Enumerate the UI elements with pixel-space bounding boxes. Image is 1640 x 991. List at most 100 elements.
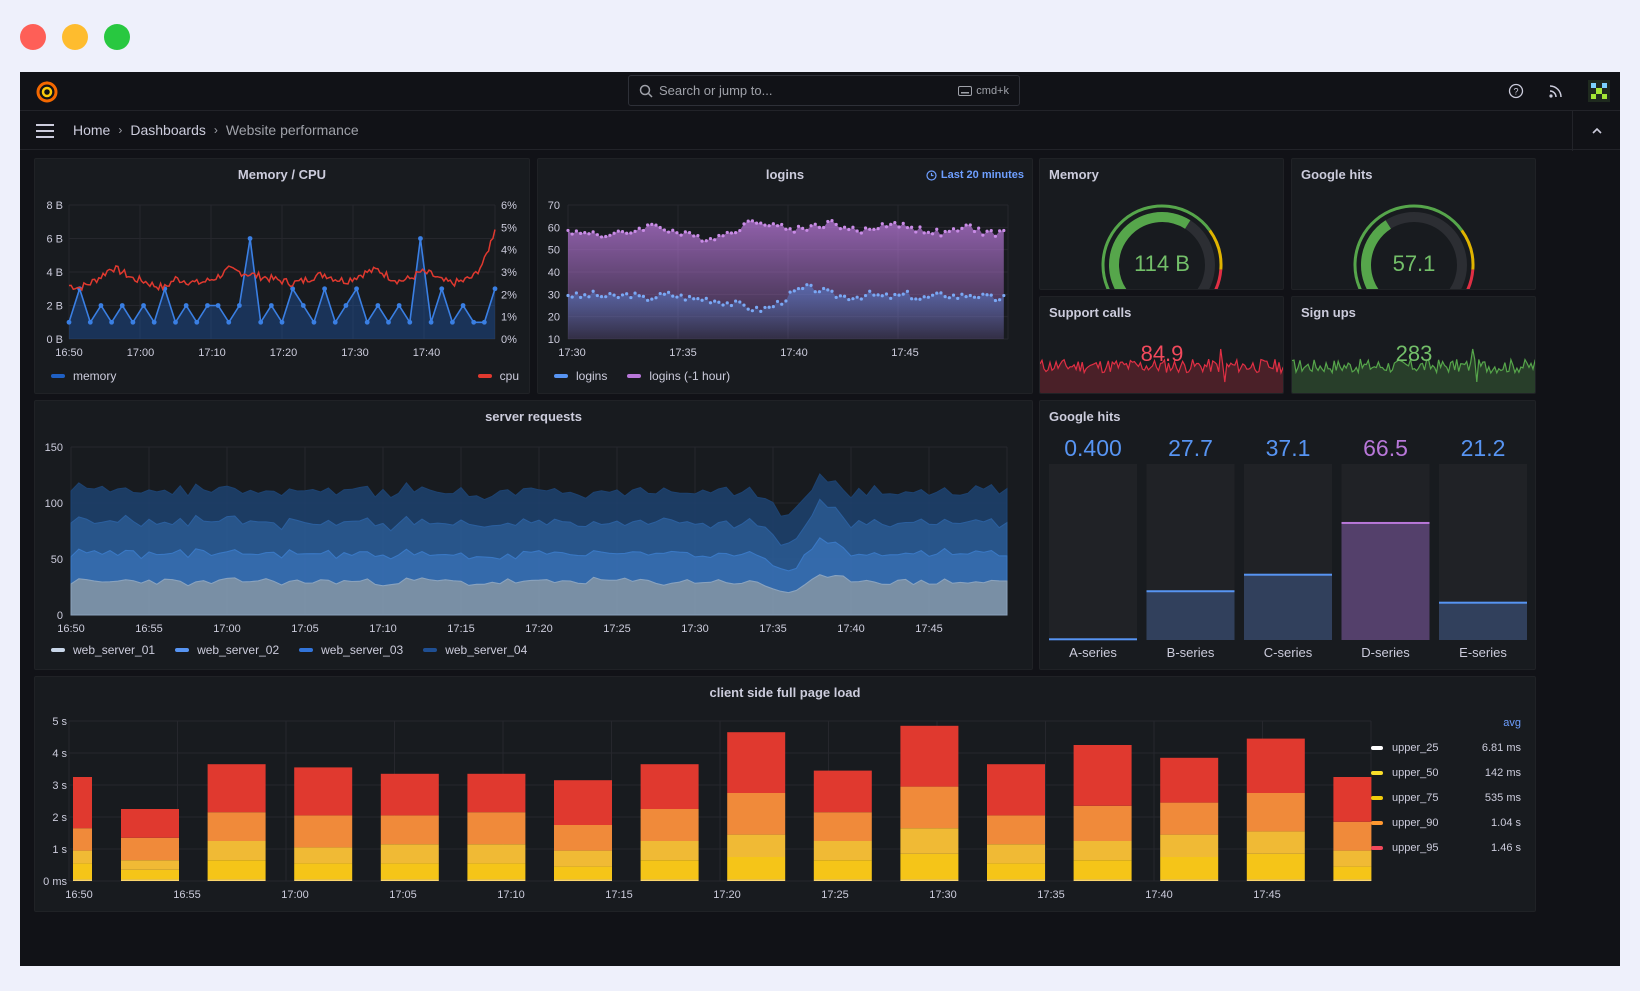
logins-point: [599, 295, 604, 299]
panel-memory-cpu[interactable]: Memory / CPU 0 B 2 B 4 B 6 B 8 B 0% 1% 2% 3% 4% 5%…: [34, 158, 530, 394]
logins-1h-point: [696, 233, 700, 238]
y-tick-label: 4 B: [46, 267, 63, 279]
legend-item-web-server-02[interactable]: web_server_02: [175, 643, 279, 657]
grafana-logo-icon[interactable]: [34, 78, 60, 104]
y-tick-label: 0: [57, 610, 63, 622]
chart-legend: logins logins (-1 hour): [554, 369, 730, 383]
logins-point: [666, 290, 671, 294]
logins-point: [566, 293, 570, 298]
legend-avg-value: 535 ms: [1484, 791, 1521, 804]
panel-logins[interactable]: logins Last 20 minutes 10 20 30 40 50 60 70 17:…: [537, 158, 1033, 394]
logins-point: [692, 297, 696, 301]
legend-header-avg[interactable]: avg: [1503, 717, 1521, 729]
help-icon[interactable]: ?: [1508, 83, 1524, 99]
logins-1h-point: [717, 233, 721, 238]
minimize-window-button[interactable]: [62, 24, 88, 50]
upper-25-bar: [73, 879, 92, 881]
upper-25-bar: [900, 879, 959, 881]
x-tick-label: 17:10: [198, 347, 226, 359]
logins-point: [960, 292, 964, 296]
panel-google-hits-bars[interactable]: Google hits 0.400 A-series 27.7 B-series 37.…: [1039, 400, 1536, 670]
x-tick-label: 17:15: [605, 889, 633, 901]
logins-1h-point: [977, 226, 981, 230]
close-window-button[interactable]: [20, 24, 46, 50]
legend-item-cpu[interactable]: cpu: [477, 369, 519, 383]
upper-90-bar: [813, 812, 872, 841]
logins-1h-point: [838, 227, 842, 231]
logins-1h-point: [826, 219, 830, 224]
logins-1h-point: [734, 231, 738, 235]
breadcrumb-dashboards[interactable]: Dashboards: [130, 122, 206, 138]
logins-point: [629, 295, 633, 300]
legend-item-logins-1h[interactable]: logins (-1 hour): [627, 369, 730, 383]
collapse-header-button[interactable]: [1572, 111, 1620, 151]
upper-50-bar: [207, 860, 266, 880]
server-requests-chart: 0 50 100 150 16:50 16:55 17:00 17:05 17:10 17:15 1…: [45, 442, 1008, 635]
memory-point: [439, 286, 445, 292]
legend-item-web-server-04[interactable]: web_server_04: [423, 643, 527, 657]
y-tick-label: 8 B: [46, 200, 63, 212]
memory-point: [290, 286, 296, 292]
logins-1h-point: [566, 228, 570, 233]
logins-1h-point: [646, 223, 650, 227]
legend-row-upper-90[interactable]: upper_90 1.04 s: [1371, 810, 1521, 835]
logins-point: [583, 293, 587, 297]
panel-title: Memory: [1049, 167, 1099, 182]
logins-point: [717, 300, 721, 304]
legend-avg-value: 6.81 ms: [1481, 741, 1521, 754]
logins-1h-point: [612, 231, 616, 235]
logins-point: [742, 303, 746, 307]
legend-item-memory[interactable]: memory: [51, 369, 116, 383]
legend-item-web-server-03[interactable]: web_server_03: [299, 643, 403, 657]
search-input[interactable]: Search or jump to... cmd+k: [628, 75, 1020, 106]
panel-support-calls[interactable]: Support calls 84.9: [1039, 296, 1284, 394]
news-rss-icon[interactable]: [1548, 83, 1564, 99]
legend-row-upper-50[interactable]: upper_50 142 ms: [1371, 760, 1521, 785]
logins-1h-point: [939, 234, 943, 238]
logins-point: [591, 289, 595, 293]
logins-1h-point: [767, 224, 771, 228]
logins-point: [939, 291, 943, 295]
legend-row-upper-75[interactable]: upper_75 535 ms: [1371, 785, 1521, 810]
logins-1h-point: [981, 233, 985, 237]
logins-point: [637, 294, 641, 298]
upper-50-bar: [554, 866, 612, 880]
logins-1h-point: [809, 224, 813, 228]
upper-75-bar: [554, 850, 612, 867]
panel-google-hits-gauge[interactable]: Google hits 57.1: [1291, 158, 1536, 290]
logins-1h-point: [918, 225, 922, 229]
breadcrumb-home[interactable]: Home: [73, 122, 111, 138]
logins-point: [884, 292, 889, 296]
time-range-indicator[interactable]: Last 20 minutes: [926, 169, 1024, 181]
legend-swatch: [1371, 795, 1383, 800]
panel-sign-ups[interactable]: Sign ups 283: [1291, 296, 1536, 394]
upper-90-bar: [1246, 793, 1305, 832]
upper-90-bar: [73, 828, 92, 851]
logins-1h-point: [792, 230, 796, 234]
user-avatar-icon[interactable]: [1588, 80, 1610, 102]
logins-point: [633, 291, 637, 295]
hamburger-menu-icon[interactable]: [36, 123, 56, 139]
upper-25-bar: [1333, 879, 1372, 881]
upper-95-bar: [554, 780, 612, 825]
logins-point: [746, 307, 750, 311]
logins-point: [801, 286, 805, 291]
upper-90-bar: [207, 812, 266, 841]
panel-memory-gauge[interactable]: Memory 114 B: [1039, 158, 1284, 290]
maximize-window-button[interactable]: [104, 24, 130, 50]
legend-label: web_server_03: [321, 643, 404, 657]
legend-item-logins[interactable]: logins: [554, 369, 607, 383]
legend-row-upper-25[interactable]: upper_25 6.81 ms: [1371, 735, 1521, 760]
upper-25-bar: [294, 879, 353, 881]
panel-server-requests[interactable]: server requests 0 50 100 150 16:50 16:55 17:00…: [34, 400, 1033, 670]
logins-point: [671, 294, 675, 298]
legend-item-web-server-01[interactable]: web_server_01: [51, 643, 155, 657]
logins-point: [993, 298, 998, 303]
panel-page-load[interactable]: client side full page load 0 ms 1 s 2 s 3 s…: [34, 676, 1536, 912]
legend-row-upper-95[interactable]: upper_95 1.46 s: [1371, 835, 1521, 860]
upper-50-bar: [121, 869, 179, 880]
upper-75-bar: [207, 841, 266, 861]
memory-point: [237, 303, 242, 308]
upper-50-bar: [294, 863, 353, 880]
logins-1h-point: [851, 225, 855, 229]
